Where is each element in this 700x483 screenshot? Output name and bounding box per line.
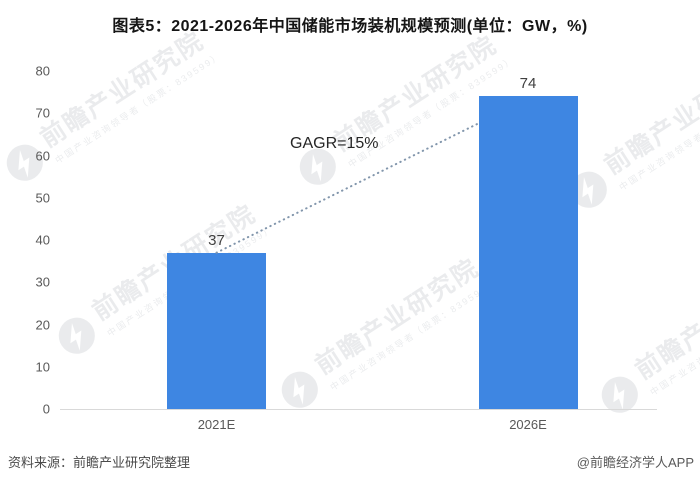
bar [478, 96, 578, 409]
y-axis-tick-label: 30 [35, 274, 50, 290]
y-axis-tick-label: 20 [35, 317, 50, 332]
y-axis-tick-label: 0 [42, 401, 50, 417]
chart-title: 图表5：2021-2026年中国储能市场装机规模预测(单位：GW，%) [112, 18, 588, 35]
y-axis-tick-label: 60 [35, 148, 50, 163]
source-text: 资料来源：前瞻产业研究院整理 [8, 455, 191, 470]
bar [167, 252, 266, 409]
watermark-subtext: 中国产业咨询领导者（股票：839599） [53, 50, 224, 166]
credit-text: @前瞻经济学人APP [576, 455, 694, 470]
x-axis-line [60, 409, 657, 410]
y-axis-tick-label: 50 [35, 190, 50, 206]
watermark: 前瞻产业研究院中国产业咨询领导者（股票：839599） [272, 251, 498, 418]
watermark-subtext: 中国产业咨询领导者（股票：839599） [328, 277, 499, 393]
watermark-subtext: 中国产业咨询领导者（股票：839599） [617, 77, 700, 193]
y-axis-tick-label: 80 [35, 63, 50, 79]
x-axis-category-label: 2021E [197, 417, 236, 432]
bar-value-label: 74 [519, 75, 537, 93]
cagr-annotation-label: GAGR=15% [290, 135, 379, 152]
watermark: 前瞻产业研究院中国产业咨询领导者（股票：839599） [592, 256, 700, 423]
y-axis-tick-label: 10 [35, 359, 50, 375]
watermark-subtext: 中国产业咨询领导者（股票：839599） [648, 282, 700, 398]
watermark-text: 前瞻产业研究院 [35, 26, 210, 154]
watermark-text: 前瞻产业研究院 [310, 253, 485, 381]
watermark-text: 前瞻产业研究院 [599, 53, 700, 181]
bar-value-label: 37 [208, 231, 225, 249]
qianzhan-logo-icon [58, 317, 95, 354]
qianzhan-logo-icon [601, 376, 638, 413]
x-axis-category-label: 2026E [509, 417, 547, 432]
y-axis-tick-label: 70 [35, 105, 50, 121]
watermark: 前瞻产业研究院中国产业咨询领导者（股票：839599） [561, 51, 700, 218]
y-axis-tick-label: 40 [35, 232, 50, 248]
watermark-text: 前瞻产业研究院 [630, 258, 700, 386]
